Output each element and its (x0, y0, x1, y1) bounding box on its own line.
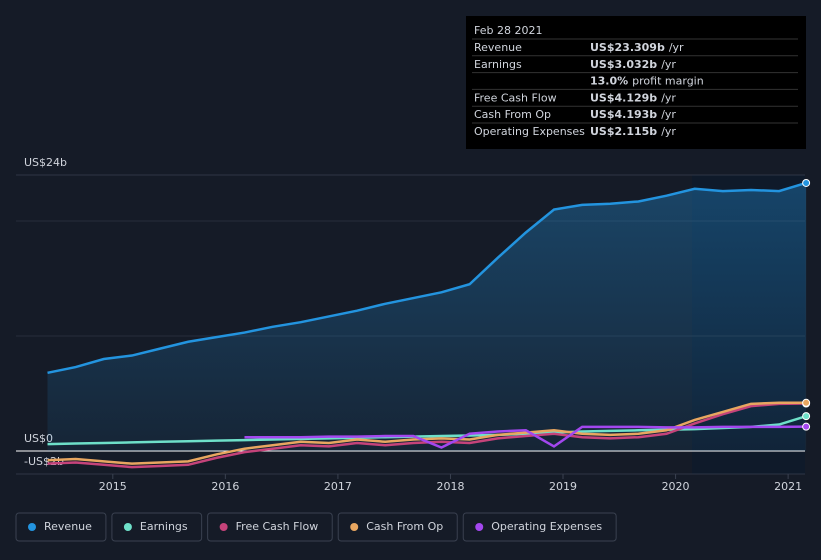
legend-label: Revenue (44, 520, 92, 533)
legend-label: Cash From Op (366, 520, 443, 533)
tooltip-value: US$3.032b (590, 58, 657, 71)
end-point (802, 412, 811, 421)
tooltip-value: US$4.129b (590, 91, 657, 104)
legend-item[interactable]: Revenue (15, 512, 107, 542)
x-tick-label: 2017 (324, 480, 352, 493)
tooltip-label: Earnings (474, 58, 522, 71)
tooltip-unit: /yr (661, 91, 676, 104)
tooltip-value: 13.0% (590, 75, 628, 88)
legend-dot (475, 523, 484, 531)
legend-item[interactable]: Cash From Op (337, 512, 458, 542)
x-tick-label: 2018 (436, 480, 464, 493)
end-point (802, 178, 811, 187)
tooltip-label: Free Cash Flow (474, 91, 557, 104)
x-tick-label: 2021 (774, 480, 802, 493)
tooltip-label: Cash From Op (474, 108, 551, 121)
x-tick-label: 2019 (549, 480, 577, 493)
tooltip-value: US$4.193b (590, 108, 657, 121)
end-point (802, 398, 811, 407)
tooltip-unit: profit margin (632, 75, 704, 88)
legend-box (462, 512, 617, 542)
series-line (244, 425, 807, 449)
tooltip-unit: /yr (661, 125, 676, 138)
legend-label: Free Cash Flow (236, 520, 319, 533)
legend-box (207, 512, 333, 542)
x-tick-label: 2020 (662, 480, 690, 493)
tooltip-value: US$23.309b (590, 41, 665, 54)
legend-label: Operating Expenses (491, 520, 602, 533)
tooltip-unit: /yr (669, 41, 684, 54)
tooltip-unit: /yr (661, 108, 676, 121)
legend-box (111, 512, 203, 542)
x-tick-label: 2016 (211, 480, 239, 493)
legend-box (337, 512, 458, 542)
tooltip-label: Revenue (474, 41, 522, 54)
x-tick-label: 2015 (99, 480, 127, 493)
end-point (802, 422, 811, 431)
series-line (47, 401, 807, 465)
legend-box (15, 512, 107, 542)
legend-item[interactable]: Operating Expenses (462, 512, 617, 542)
legend-label: Earnings (140, 520, 188, 533)
legend-dot (219, 523, 228, 531)
series-line (47, 181, 807, 375)
legend-item[interactable]: Earnings (111, 512, 203, 542)
revenue-area (47, 182, 807, 451)
tooltip-label: Operating Expenses (474, 125, 585, 138)
y-tick-label: US$0 (24, 432, 53, 445)
legend-dot (350, 523, 359, 531)
tooltip-unit: /yr (661, 58, 676, 71)
y-tick-label: -US$2b (24, 455, 64, 468)
tooltip-value: US$2.115b (590, 125, 657, 138)
tooltip-box (466, 16, 806, 149)
tooltip-date: Feb 28 2021 (474, 24, 542, 37)
legend-dot (28, 523, 36, 531)
y-tick-label: US$24b (24, 156, 67, 169)
legend-item[interactable]: Free Cash Flow (207, 512, 333, 542)
legend-dot (123, 523, 132, 531)
